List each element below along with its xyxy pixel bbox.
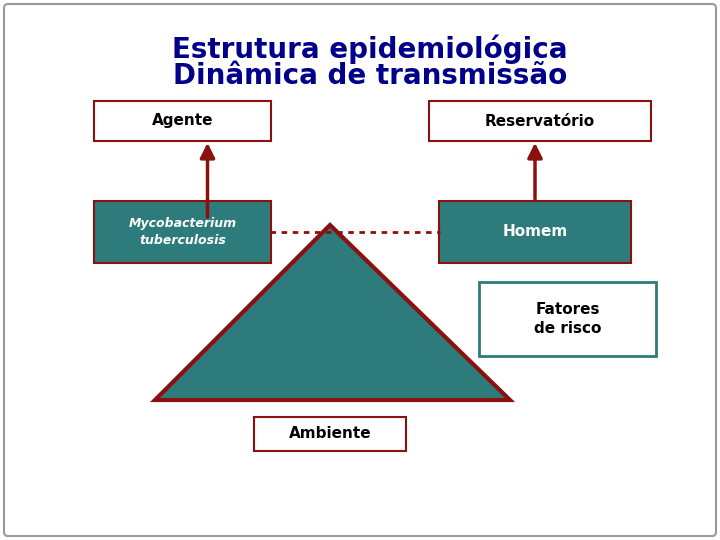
Polygon shape xyxy=(155,225,510,400)
FancyBboxPatch shape xyxy=(94,201,271,263)
Text: Homem: Homem xyxy=(503,225,567,240)
FancyBboxPatch shape xyxy=(429,101,651,141)
FancyBboxPatch shape xyxy=(254,417,406,451)
Text: Fatores
de risco: Fatores de risco xyxy=(534,302,601,336)
Text: Estrutura epidemiológica: Estrutura epidemiológica xyxy=(172,35,568,64)
Text: Ambiente: Ambiente xyxy=(289,427,372,442)
Text: Mycobacterium
tuberculosis: Mycobacterium tuberculosis xyxy=(128,217,237,247)
FancyBboxPatch shape xyxy=(439,201,631,263)
FancyBboxPatch shape xyxy=(4,4,716,536)
Text: Dinâmica de transmissão: Dinâmica de transmissão xyxy=(173,62,567,90)
FancyBboxPatch shape xyxy=(94,101,271,141)
FancyBboxPatch shape xyxy=(479,282,656,356)
Text: Reservatório: Reservatório xyxy=(485,113,595,129)
Text: Agente: Agente xyxy=(152,113,213,129)
